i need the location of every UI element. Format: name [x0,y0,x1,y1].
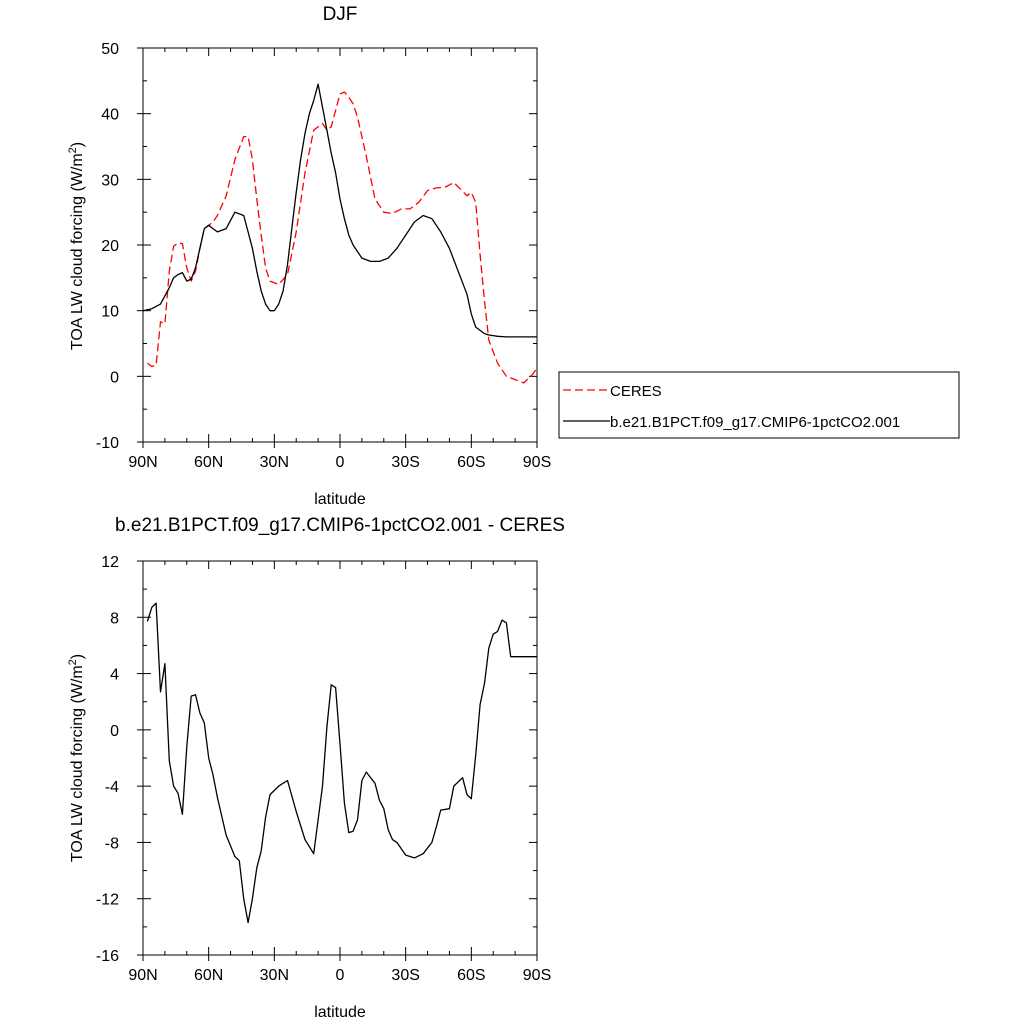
series-line-ceres [147,91,538,384]
legend-label-ceres: CERES [610,383,662,400]
x-tick-label: 60S [457,967,485,984]
x-axis-label: latitude [314,1004,366,1021]
y-tick-label: 4 [110,667,119,684]
y-tick-label: 20 [101,238,119,255]
x-tick-label: 0 [336,454,345,471]
y-tick-label: -10 [96,435,119,452]
chart-title: DJF [323,4,358,25]
plot-frame [142,560,538,956]
legend: CERES b.e21.B1PCT.f09_g17.CMIP6-1pctCO2.… [558,371,960,439]
x-tick-label: 90S [523,454,551,471]
y-tick-label: 0 [110,723,119,740]
plot-frame [142,47,538,443]
y-tick-label: 12 [101,554,119,571]
y-tick-label: 40 [101,107,119,124]
x-tick-label: 90S [523,967,551,984]
difference-line [146,602,537,924]
legend-label-model: b.e21.B1PCT.f09_g17.CMIP6-1pctCO2.001 [610,414,900,431]
y-tick-label: -16 [96,948,119,965]
y-tick-label: 10 [101,304,119,321]
series-line-model [142,83,537,338]
legend-box [558,371,960,439]
y-tick-label: -4 [105,779,119,796]
y-tick-label: 8 [110,610,119,627]
x-tick-label: 60N [194,454,223,471]
y-axis-label: TOA LW cloud forcing (W/m2) [67,142,86,350]
x-tick-label: 0 [336,967,345,984]
x-tick-label: 90N [128,967,157,984]
x-tick-label: 30N [260,967,289,984]
y-ticks: 50 40 30 20 10 0 -10 [96,41,537,452]
y-tick-label: -8 [105,835,119,852]
y-ticks: 12 8 4 0 -4 -8 -12 -16 [96,554,537,965]
y-tick-label: -12 [96,892,119,909]
x-tick-label: 30S [391,454,419,471]
y-tick-label: 0 [110,369,119,386]
x-axis-label: latitude [314,491,366,508]
x-tick-label: 30N [260,454,289,471]
x-tick-label: 60S [457,454,485,471]
bottom-panel-difference: b.e21.B1PCT.f09_g17.CMIP6-1pctCO2.001 - … [67,515,565,1021]
x-tick-label: 90N [128,454,157,471]
x-tick-label: 60N [194,967,223,984]
x-tick-label: 30S [391,967,419,984]
top-panel-djf: DJF latitude TOA LW cloud forcing (W/m2)… [67,4,960,508]
y-tick-label: 50 [101,41,119,58]
y-axis-label: TOA LW cloud forcing (W/m2) [67,654,86,862]
chart-title: b.e21.B1PCT.f09_g17.CMIP6-1pctCO2.001 - … [115,515,565,536]
x-ticks: 90N 60N 30N 0 30S 60S 90S [128,48,551,471]
y-tick-label: 30 [101,172,119,189]
series-lines [146,602,537,924]
series-lines [142,83,538,384]
x-ticks: 90N 60N 30N 0 30S 60S 90S [128,561,551,984]
